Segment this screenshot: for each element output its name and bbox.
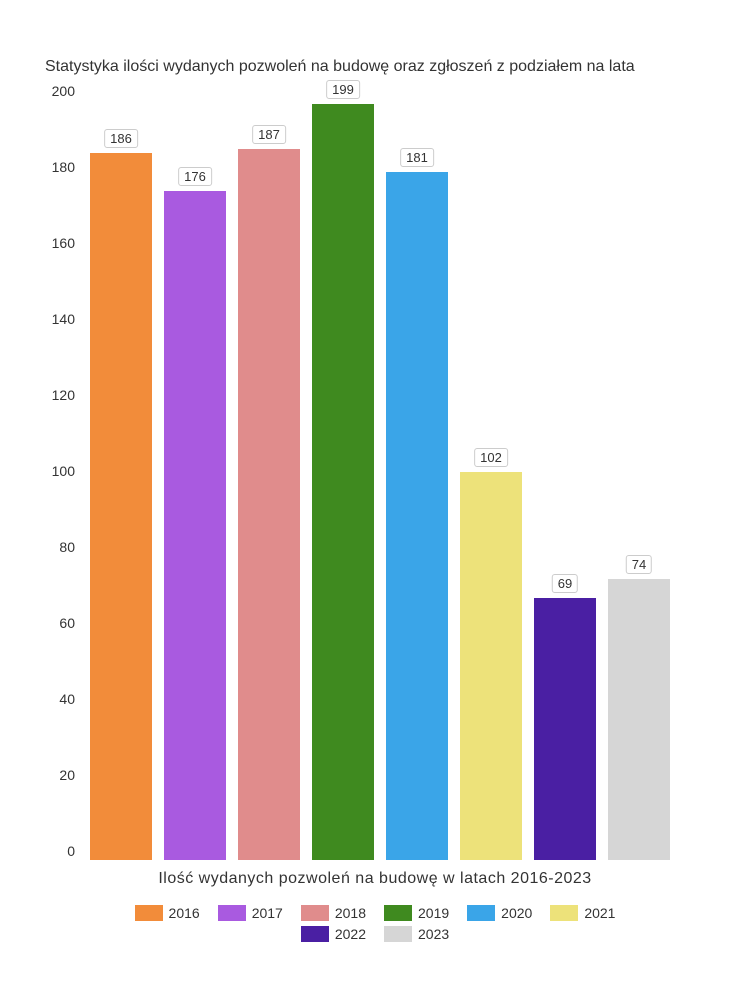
chart-title: Statystyka ilości wydanych pozwoleń na b… bbox=[45, 58, 635, 76]
y-tick-label: 120 bbox=[52, 387, 75, 403]
legend-item-2018: 2018 bbox=[301, 905, 366, 921]
chart-area: 020406080100120140160180200 186176187199… bbox=[80, 100, 690, 860]
legend-item-2023: 2023 bbox=[384, 926, 449, 942]
y-tick-label: 60 bbox=[59, 615, 75, 631]
bar-2019: 199 bbox=[312, 104, 374, 860]
legend-swatch bbox=[384, 905, 412, 921]
x-axis-label: Ilość wydanych pozwoleń na budowę w lata… bbox=[0, 870, 750, 888]
bar-value-label: 176 bbox=[178, 167, 212, 186]
legend-item-2016: 2016 bbox=[135, 905, 200, 921]
bar-2020: 181 bbox=[386, 172, 448, 860]
y-tick-label: 80 bbox=[59, 539, 75, 555]
y-tick-label: 0 bbox=[67, 843, 75, 859]
legend-swatch bbox=[301, 926, 329, 942]
legend-item-2020: 2020 bbox=[467, 905, 532, 921]
bar-value-label: 199 bbox=[326, 80, 360, 99]
bar-value-label: 187 bbox=[252, 125, 286, 144]
y-axis: 020406080100120140160180200 bbox=[45, 100, 75, 860]
legend-item-2022: 2022 bbox=[301, 926, 366, 942]
legend-label: 2016 bbox=[169, 905, 200, 921]
legend-swatch bbox=[301, 905, 329, 921]
legend-label: 2017 bbox=[252, 905, 283, 921]
bar-2017: 176 bbox=[164, 191, 226, 860]
bar-2018: 187 bbox=[238, 149, 300, 860]
y-tick-label: 100 bbox=[52, 463, 75, 479]
bar-2016: 186 bbox=[90, 153, 152, 860]
bar-value-label: 69 bbox=[552, 574, 578, 593]
legend-swatch bbox=[384, 926, 412, 942]
y-tick-label: 180 bbox=[52, 159, 75, 175]
y-tick-label: 140 bbox=[52, 311, 75, 327]
bar-2021: 102 bbox=[460, 472, 522, 860]
y-tick-label: 160 bbox=[52, 235, 75, 251]
bar-value-label: 74 bbox=[626, 555, 652, 574]
legend-label: 2021 bbox=[584, 905, 615, 921]
legend-item-2021: 2021 bbox=[550, 905, 615, 921]
legend-swatch bbox=[550, 905, 578, 921]
bar-2022: 69 bbox=[534, 598, 596, 860]
legend-label: 2019 bbox=[418, 905, 449, 921]
legend-swatch bbox=[467, 905, 495, 921]
chart-container: Statystyka ilości wydanych pozwoleń na b… bbox=[0, 0, 750, 1000]
legend-label: 2018 bbox=[335, 905, 366, 921]
legend-label: 2020 bbox=[501, 905, 532, 921]
legend-item-2017: 2017 bbox=[218, 905, 283, 921]
legend-label: 2022 bbox=[335, 926, 366, 942]
bar-value-label: 181 bbox=[400, 148, 434, 167]
bar-value-label: 186 bbox=[104, 129, 138, 148]
y-tick-label: 200 bbox=[52, 83, 75, 99]
legend-swatch bbox=[218, 905, 246, 921]
bar-2023: 74 bbox=[608, 579, 670, 860]
legend-label: 2023 bbox=[418, 926, 449, 942]
legend-swatch bbox=[135, 905, 163, 921]
y-tick-label: 40 bbox=[59, 691, 75, 707]
legend-row: 2016 2017 2018 2019 2020 2021 bbox=[0, 905, 750, 921]
y-tick-label: 20 bbox=[59, 767, 75, 783]
bar-value-label: 102 bbox=[474, 448, 508, 467]
legend-item-2019: 2019 bbox=[384, 905, 449, 921]
plot-area: 1861761871991811026974 bbox=[80, 100, 690, 860]
legend: 2016 2017 2018 2019 2020 2021 2022 2023 bbox=[0, 905, 750, 947]
legend-row: 2022 2023 bbox=[0, 926, 750, 942]
